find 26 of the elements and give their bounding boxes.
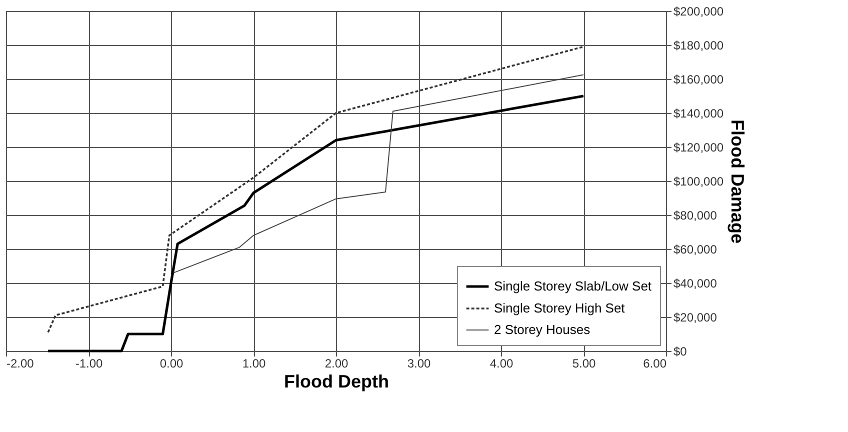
y-tick-label: $100,000: [674, 174, 724, 188]
x-tick-label: 3.00: [407, 356, 431, 370]
y-tick-label: $200,000: [674, 4, 724, 18]
y-tick-label: $120,000: [674, 140, 724, 154]
legend-label: Single Storey Slab/Low Set: [494, 278, 652, 294]
y-tick-label: $80,000: [674, 208, 718, 222]
x-tick-label: 4.00: [490, 356, 514, 370]
y-tick-label: $0: [674, 344, 688, 358]
y-tick-label: $60,000: [674, 242, 718, 256]
y-tick-label: $140,000: [674, 106, 724, 120]
legend-label: 2 Storey Houses: [494, 322, 591, 337]
y-tick-label: $40,000: [674, 276, 718, 290]
x-tick-label: 5.00: [572, 356, 596, 370]
x-tick-label: 6.00: [643, 356, 667, 370]
x-tick-label: 2.00: [324, 356, 348, 370]
y-tick-label: $160,000: [674, 72, 724, 86]
x-axis-title: Flood Depth: [284, 372, 389, 392]
y-tick-label: $20,000: [674, 310, 718, 324]
y-tick-label: $180,000: [674, 38, 724, 52]
x-tick-label: -1.00: [75, 356, 103, 370]
y-axis-title: Flood Damage: [728, 119, 748, 244]
x-tick-label: 0.00: [160, 356, 184, 370]
x-tick-label: -2.00: [6, 356, 34, 370]
legend-label: Single Storey High Set: [494, 300, 626, 316]
line-series: [172, 74, 584, 274]
x-tick-label: 1.00: [242, 356, 266, 370]
